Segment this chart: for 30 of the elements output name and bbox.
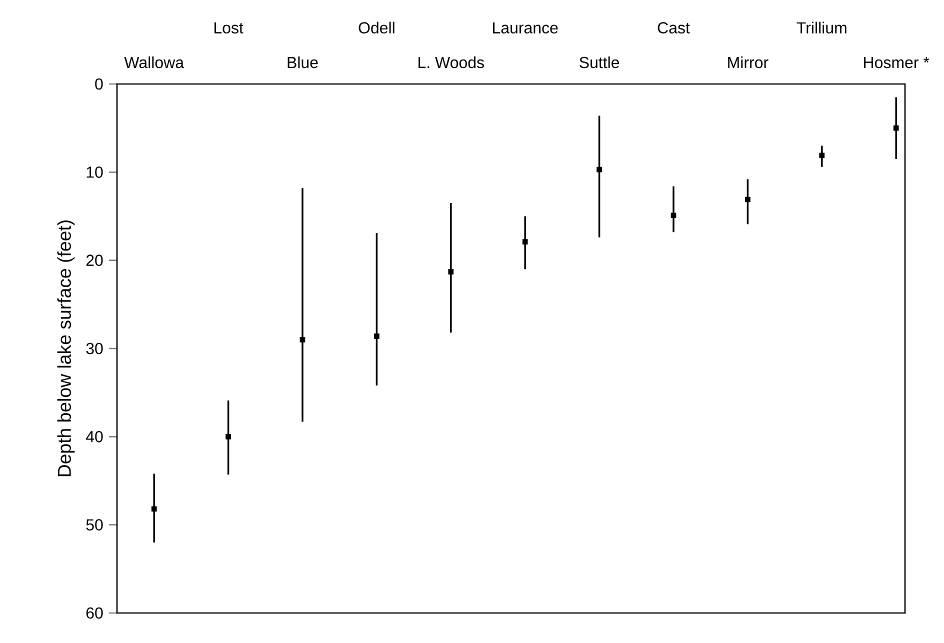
y-tick-label: 50 [86,519,103,530]
point [522,239,528,244]
point [226,434,231,440]
point [596,166,602,172]
point [374,333,380,339]
y-tick-label: 30 [86,342,103,354]
x-tick-label: Mirror [728,56,768,68]
point [448,269,454,274]
point [670,212,676,218]
y-axis-title: Depth below lake surface (feet) [57,220,75,476]
point [745,196,750,202]
x-tick-label: Blue [288,56,318,68]
y-tick-label: 60 [86,607,103,619]
x-tick-label: Hosmer * [864,57,930,68]
x-tick-label: Lost [214,22,244,34]
point [151,506,157,512]
y-tick-label: 10 [86,166,103,178]
y-tick-label: 40 [86,431,103,442]
point [300,337,306,342]
y-tick-label: 20 [86,254,103,266]
x-tick-label: Laurance [493,22,558,34]
x-tick-label: L. Woods [418,56,484,68]
x-tick-label: Trillium [796,22,846,34]
point [819,152,825,158]
x-tick-label: Wallowa [124,56,184,68]
point [893,125,899,131]
x-tick-label: Odell [358,22,394,34]
x-tick-label: Cast [658,22,690,34]
y-tick-label: 0 [95,78,103,90]
x-tick-label: Suttle [580,56,620,68]
